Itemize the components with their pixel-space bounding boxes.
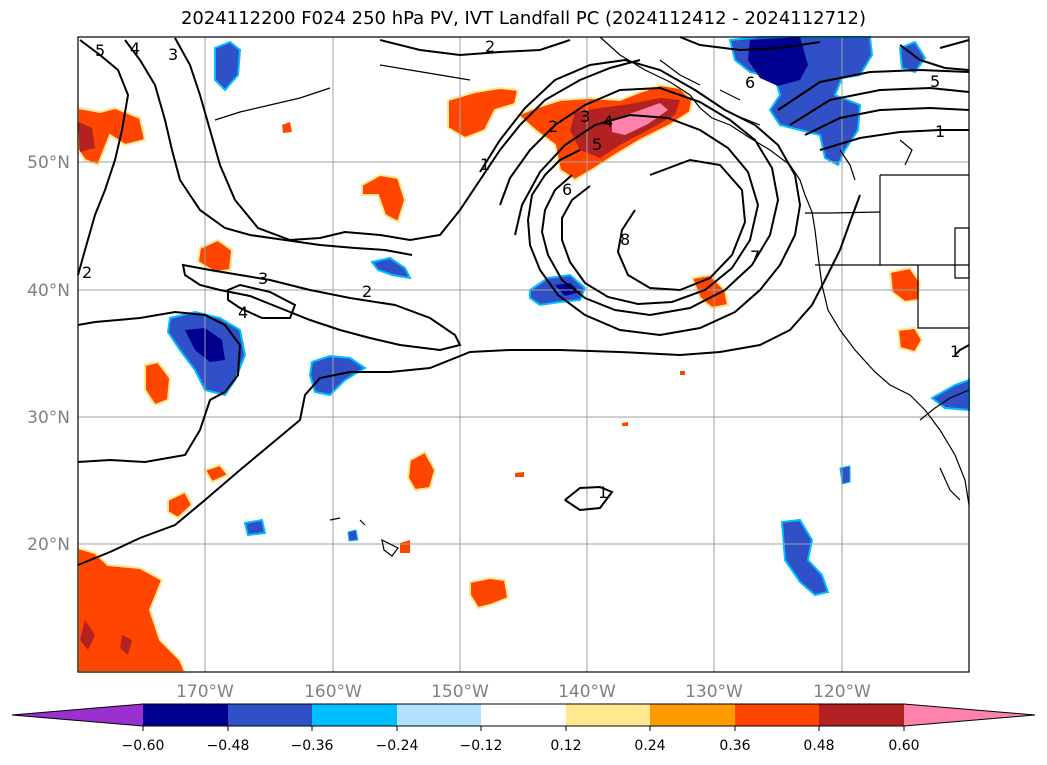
contour-label: 3 — [168, 45, 178, 64]
colorbar: −0.60 −0.48 −0.36 −0.24 −0.12 0.12 0.24 … — [11, 703, 1036, 754]
contour-label: 1 — [950, 342, 960, 361]
contour-label: 3 — [258, 269, 268, 288]
lon-label: 130°W — [685, 682, 743, 702]
contour-label: 6 — [745, 73, 755, 92]
contour-label: 2 — [362, 282, 372, 301]
shade-region — [80, 620, 95, 650]
shade-region — [447, 86, 520, 140]
colorbar-tick-label: −0.12 — [460, 738, 503, 754]
colorbar-segment — [228, 704, 312, 726]
contour-label: 4 — [603, 112, 613, 131]
colorbar-ticks — [142, 726, 905, 731]
shade-region — [469, 576, 510, 610]
lon-label: 140°W — [558, 682, 616, 702]
colorbar-extend-max — [904, 704, 1035, 726]
colorbar-segment — [735, 704, 819, 726]
contour-label: 2 — [548, 117, 558, 136]
lat-label: 30°N — [27, 408, 70, 428]
latitude-axis: 50°N 40°N 30°N 20°N — [27, 153, 70, 555]
lon-label: 150°W — [431, 682, 489, 702]
shade-region — [167, 490, 194, 520]
colorbar-segment — [143, 704, 228, 726]
contour-label: 1 — [598, 483, 608, 502]
contour-label: 3 — [580, 107, 590, 126]
colorbar-tick-label: −0.60 — [122, 738, 165, 754]
shade-region — [622, 422, 628, 426]
shade-region — [347, 529, 359, 542]
contour-labels: 5 4 3 2 2 3 4 5 1 6 8 7 1 3 2 4 2 1 6 5 … — [82, 37, 960, 502]
shade-region — [361, 173, 407, 224]
contour-label: 5 — [95, 41, 105, 60]
pv-contours — [77, 36, 970, 566]
colorbar-segment — [819, 704, 904, 726]
shade-region — [77, 106, 147, 167]
shade-region — [780, 518, 830, 597]
pc-shading — [77, 36, 970, 673]
contour-label: 1 — [935, 122, 945, 141]
lat-label: 20°N — [27, 535, 70, 555]
contour-label: 2 — [485, 37, 495, 56]
contour-label: 1 — [480, 155, 490, 174]
colorbar-tick-label: −0.24 — [376, 738, 419, 754]
shade-region — [203, 463, 230, 484]
lon-label: 120°W — [813, 682, 871, 702]
plot-title: 2024112200 F024 250 hPa PV, IVT Landfall… — [180, 8, 867, 29]
map-frame — [77, 36, 970, 673]
shade-region — [406, 450, 437, 492]
colorbar-segment — [397, 704, 481, 726]
colorbar-segment — [312, 704, 397, 726]
longitude-axis: 170°W 160°W 150°W 140°W 130°W 120°W — [176, 682, 871, 702]
shade-region — [612, 103, 668, 135]
contour-label: 5 — [930, 72, 940, 91]
contour-label: 8 — [620, 230, 630, 249]
contour-label: 2 — [82, 263, 92, 282]
contour-label: 4 — [238, 303, 248, 322]
shade-region — [680, 371, 685, 375]
shade-region — [400, 540, 410, 553]
colorbar-segment — [650, 704, 735, 726]
lat-label: 50°N — [27, 153, 70, 173]
colorbar-tick-label: 0.48 — [803, 738, 834, 754]
shade-region — [144, 360, 172, 407]
colorbar-tick-label: 0.36 — [719, 738, 750, 754]
colorbar-tick-label: 0.24 — [634, 738, 665, 754]
coastlines — [214, 36, 970, 557]
shade-region — [196, 238, 234, 274]
contour-label: 4 — [130, 39, 140, 58]
colorbar-tick-label: 0.60 — [888, 738, 919, 754]
shade-region — [78, 122, 95, 152]
shade-region — [214, 40, 242, 92]
shade-region — [896, 326, 924, 354]
shade-region — [120, 635, 132, 655]
shade-region — [370, 256, 412, 280]
lon-label: 170°W — [176, 682, 234, 702]
contour-label: 5 — [592, 135, 602, 154]
shade-region — [243, 518, 267, 537]
shade-region — [515, 472, 524, 477]
colorbar-tick-label: −0.36 — [291, 738, 334, 754]
colorbar-tick-label: 0.12 — [550, 738, 581, 754]
shade-region — [282, 122, 292, 133]
shade-region — [690, 273, 730, 310]
contour-label: 6 — [562, 180, 572, 199]
contour-label: 7 — [750, 247, 760, 266]
colorbar-segment — [481, 704, 566, 726]
lon-label: 160°W — [304, 682, 362, 702]
lat-label: 40°N — [27, 281, 70, 301]
colorbar-segment — [566, 704, 650, 726]
colorbar-tick-label: −0.48 — [207, 738, 250, 754]
colorbar-extend-min — [12, 704, 143, 726]
